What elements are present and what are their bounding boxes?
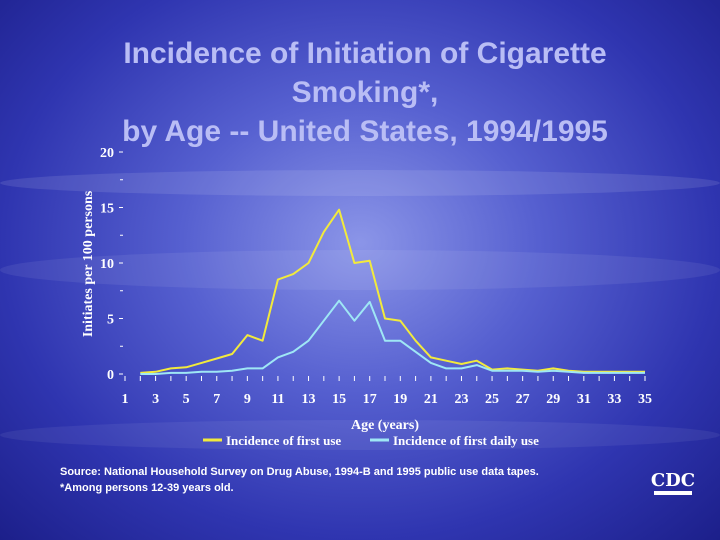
footnote: Source: National Household Survey on Dru… xyxy=(60,464,539,496)
population-note: *Among persons 12-39 years old. xyxy=(60,482,234,494)
series-lines xyxy=(140,208,645,375)
background-streak xyxy=(0,170,720,196)
chart-title: Incidence of Initiation of Cigarette Smo… xyxy=(80,34,650,151)
cdc-logo: CDC xyxy=(648,470,698,498)
x-tick-label: 11 xyxy=(271,392,284,407)
x-tick-label: 35 xyxy=(638,392,652,407)
x-tick-label: 19 xyxy=(393,392,407,407)
series-line-first-daily-use xyxy=(140,299,645,375)
series-line-first-use xyxy=(140,208,645,374)
chart-title-line-1: Incidence of Initiation of Cigarette xyxy=(123,37,607,70)
x-tick-label: 23 xyxy=(454,392,468,407)
y-tick-label: 10 xyxy=(100,257,114,272)
x-tick-label: 7 xyxy=(213,392,220,407)
source-note: Source: National Household Survey on Dru… xyxy=(60,466,539,478)
legend: Incidence of first use Incidence of firs… xyxy=(203,433,539,448)
x-tick-label: 3 xyxy=(152,392,159,407)
y-axis-label: Initiates per 100 persons xyxy=(81,190,96,337)
cdc-logo-bar xyxy=(654,491,692,495)
x-axis-label: Age (years) xyxy=(351,418,419,433)
x-tick-label: 25 xyxy=(485,392,499,407)
chart-title-line-2: Smoking*, xyxy=(291,76,439,109)
x-tick-label: 1 xyxy=(122,392,129,407)
x-tick-label: 29 xyxy=(546,392,560,407)
y-axis: 0 5 10 15 20 xyxy=(100,146,123,383)
x-tick-label: 27 xyxy=(516,392,530,407)
chart-title-line-3: by Age -- United States, 1994/1995 xyxy=(122,115,608,148)
y-tick-label: 15 xyxy=(100,202,114,217)
legend-label-first-use: Incidence of first use xyxy=(226,433,341,448)
y-tick-label: 0 xyxy=(107,368,114,383)
x-tick-label: 9 xyxy=(244,392,251,407)
x-tick-label: 33 xyxy=(607,392,621,407)
x-tick-label: 17 xyxy=(363,392,377,407)
x-axis: 1 3 5 7 9 11 13 15 17 19 21 23 25 27 29 31 33 35 xyxy=(122,376,652,407)
legend-label-first-daily-use: Incidence of first daily use xyxy=(393,433,539,448)
x-tick-label: 21 xyxy=(424,392,438,407)
x-tick-label: 5 xyxy=(183,392,190,407)
background-streak xyxy=(0,420,720,450)
y-tick-label: 5 xyxy=(107,313,114,328)
y-tick-label: 20 xyxy=(100,146,114,161)
cdc-logo-text: CDC xyxy=(650,470,696,491)
x-tick-label: 13 xyxy=(302,392,316,407)
x-tick-label: 31 xyxy=(577,392,591,407)
x-tick-label: 15 xyxy=(332,392,346,407)
background-streak xyxy=(0,250,720,290)
